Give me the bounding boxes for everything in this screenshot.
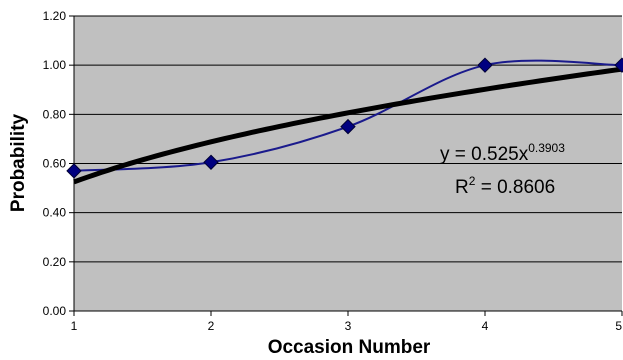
x-axis-title: Occasion Number — [268, 337, 431, 358]
y-tick-label: 0.80 — [43, 107, 67, 121]
x-tick-label: 1 — [71, 319, 78, 333]
data-point-marker — [477, 57, 493, 73]
x-ticks: 1 2 3 4 5 — [71, 311, 623, 333]
y-axis-title: Probability — [8, 113, 29, 212]
y-tick-label: 0.40 — [43, 206, 67, 220]
x-tick-label: 2 — [208, 319, 215, 333]
data-point-marker — [66, 163, 82, 179]
y-tick-label: 1.20 — [43, 9, 67, 23]
y-tick-label: 1.00 — [43, 58, 67, 72]
y-tick-label: 0.00 — [43, 304, 67, 318]
r-squared-label: R2 = 0.8606 — [455, 174, 555, 198]
markers — [66, 57, 623, 179]
y-tick-label: 0.20 — [43, 255, 67, 269]
x-tick-label: 4 — [482, 319, 489, 333]
equation-label: y = 0.525x0.3903 — [440, 141, 565, 165]
y-ticks: 0.00 0.20 0.40 0.60 0.80 1.00 1.20 — [43, 9, 74, 318]
data-point-marker — [614, 57, 623, 73]
x-tick-label: 3 — [345, 319, 352, 333]
x-tick-label: 5 — [615, 319, 622, 333]
data-point-marker — [340, 118, 356, 135]
y-tick-label: 0.60 — [43, 157, 67, 171]
data-point-marker — [203, 154, 219, 170]
trendline — [73, 66, 623, 185]
